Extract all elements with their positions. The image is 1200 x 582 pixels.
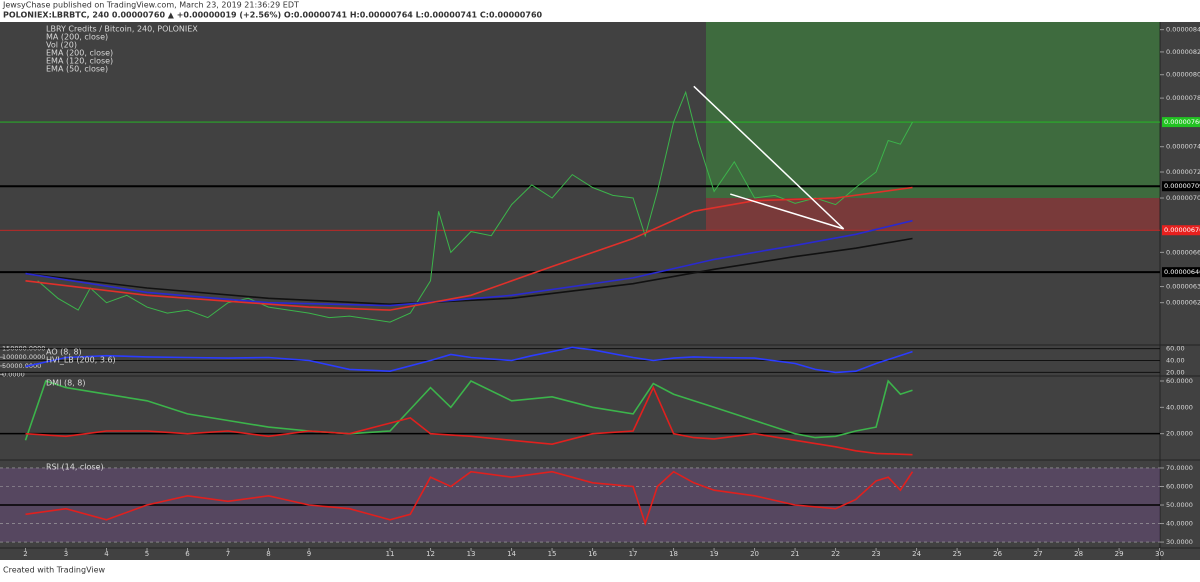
position-stop [705, 198, 1160, 231]
x-tick-label: 3 [64, 550, 68, 558]
header-line2: POLONIEX:LBRBTC, 240 0.00000760 ▲ +0.000… [3, 11, 543, 20]
x-tick-label: 17 [629, 550, 638, 558]
x-tick-label: 26 [993, 550, 1002, 558]
series-line [25, 346, 913, 374]
x-tick-label: 18 [669, 550, 678, 558]
x-tick-label: 21 [791, 550, 800, 558]
series-line [25, 470, 914, 527]
x-tick-label: 24 [912, 550, 921, 558]
x-tick-label: 12 [426, 550, 435, 558]
series-line [25, 186, 913, 311]
y-tick-label: 100000.0000 [2, 353, 45, 361]
trend-line [730, 193, 844, 230]
y-tick-label: 50000.0000 [2, 362, 41, 370]
y-tick-label: 30.0000 [1166, 538, 1193, 546]
x-tick-label: 4 [104, 550, 109, 558]
indicator-label: Vol (20) [46, 41, 77, 50]
y-tick-label: 0.00000636 [1166, 283, 1200, 291]
y-tick-label: 50.0000 [1166, 501, 1193, 509]
header-line1: JewsyChase published on TradingView.com,… [2, 1, 299, 10]
level-label: 0.00000709 [1164, 182, 1200, 190]
indicator-label: MA (200, close) [46, 33, 108, 42]
y2-tick-label: 20.00 [1166, 368, 1185, 376]
legend-entry: EMA (50, close) [46, 65, 108, 74]
y-tick-label: 70.0000 [1166, 464, 1193, 472]
x-tick-label: 16 [588, 550, 597, 558]
x-tick-label: 5 [145, 550, 149, 558]
level-label: 0.00000676 [1164, 226, 1200, 234]
chart-bg [0, 22, 1200, 560]
x-tick-label: 15 [548, 550, 557, 558]
x-tick-label: 27 [1034, 550, 1043, 558]
y2-tick-label: 60.00 [1166, 345, 1185, 353]
y-tick-label: 0.0000 [2, 371, 25, 379]
y-tick-label: 60.0000 [1166, 377, 1193, 385]
y-tick-label: 0.00000625 [1166, 299, 1200, 307]
x-tick-label: 6 [185, 550, 190, 558]
x-tick-label: 13 [467, 550, 476, 558]
x-tick-label: 14 [507, 550, 516, 558]
x-tick-label: 25 [953, 550, 962, 558]
x-tick-label: 22 [831, 550, 840, 558]
panel-title: LBRY Credits / Bitcoin, 240, POLONIEX [46, 25, 198, 34]
panel-title: RSI (14, close) [46, 463, 104, 472]
level-label: 0.00000760 [1164, 118, 1200, 126]
legend-entry: EMA (200, close) [46, 49, 113, 58]
x-tick-label: 2 [23, 550, 27, 558]
x-tick-label: 30 [1155, 550, 1164, 558]
x-tick-label: 7 [226, 550, 230, 558]
level-tag [1162, 225, 1200, 236]
x-tick-label: 9 [307, 550, 311, 558]
y2-tick-label: 40.00 [1166, 357, 1185, 365]
x-tick-label: 19 [710, 550, 719, 558]
series-line [25, 385, 913, 456]
position-target [705, 22, 1160, 199]
x-tick-label: 11 [386, 550, 395, 558]
panel-title: DMI (8, 8) [46, 379, 85, 388]
level-tag [1162, 117, 1200, 128]
x-tick-label: 29 [1115, 550, 1124, 558]
x-tick-label: 28 [1074, 550, 1083, 558]
series-line [25, 237, 913, 306]
y-tick-label: 40.0000 [1166, 520, 1193, 528]
panel-title: AO (8, 8) [46, 348, 82, 357]
series-line [37, 90, 913, 323]
series-line [25, 219, 913, 307]
y-tick-label: 40.0000 [1166, 403, 1193, 411]
level-tag [1162, 267, 1200, 278]
level-tag [1162, 181, 1200, 192]
x-tick-label: 23 [872, 550, 881, 558]
x-tick-label: 20 [750, 550, 759, 558]
legend-entry: HVI_LB (200, 3.6) [46, 356, 116, 365]
level-label: 0.00000646 [1164, 268, 1200, 276]
legend-entry: EMA (120, close) [46, 57, 113, 66]
series-line [24, 379, 913, 441]
y-tick-label: 20.0000 [1166, 430, 1193, 438]
footer: Created with TradingView [3, 566, 106, 575]
trend-line [693, 85, 845, 230]
y-tick-label: 60.0000 [1166, 482, 1193, 490]
x-tick-label: 8 [266, 550, 270, 558]
